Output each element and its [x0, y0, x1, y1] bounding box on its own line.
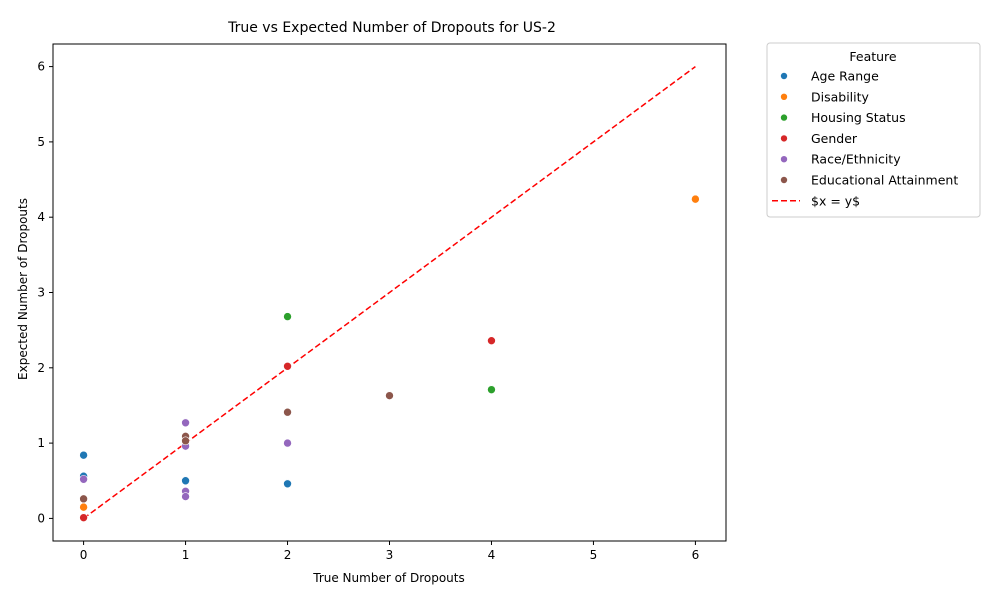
- x-axis-title: True Number of Dropouts: [312, 571, 464, 585]
- data-point: [79, 474, 88, 484]
- data-point: [79, 513, 88, 522]
- data-point: [181, 476, 190, 486]
- x-tick-label: 0: [80, 548, 88, 562]
- data-point: [181, 436, 190, 446]
- y-axis-title: Expected Number of Dropouts: [16, 198, 30, 380]
- legend: Feature Age Range Disability Housing Statu…: [766, 42, 981, 218]
- legend-entries: Age Range Disability Housing Status Gender R…: [772, 69, 958, 208]
- chart-title: True vs Expected Number of Dropouts for …: [227, 20, 556, 36]
- legend-marker: [780, 134, 788, 143]
- y-axis-ticks: 0 1 2 3 4 5 6: [37, 60, 53, 525]
- x-axis-ticks: 0 1 2 3 4 5 6: [80, 541, 699, 562]
- x-tick-label: 6: [692, 548, 700, 562]
- reference-line-x-equals-y: [83, 65, 696, 520]
- legend-label: $x = y$: [811, 193, 860, 208]
- reference-line-layer: [83, 65, 696, 520]
- data-point: [181, 418, 190, 428]
- legend-label: Gender: [811, 131, 858, 146]
- data-point: [487, 336, 496, 345]
- legend-marker: [780, 155, 788, 163]
- points-layer: [79, 194, 700, 522]
- legend-marker: [780, 113, 788, 122]
- data-point: [181, 492, 190, 501]
- data-point: [283, 438, 292, 448]
- y-tick-label: 1: [37, 436, 45, 450]
- data-point: [283, 312, 292, 321]
- legend-label: Disability: [811, 89, 870, 104]
- x-tick-label: 2: [284, 548, 292, 562]
- data-point: [691, 194, 700, 204]
- y-tick-label: 5: [37, 135, 45, 149]
- x-tick-label: 1: [182, 548, 190, 562]
- legend-marker: [780, 72, 788, 80]
- data-point: [283, 361, 292, 371]
- legend-label: Race/Ethnicity: [811, 152, 901, 167]
- x-tick-label: 5: [590, 548, 598, 562]
- y-tick-label: 6: [37, 60, 45, 74]
- plot-area: [52, 43, 727, 542]
- data-point: [79, 502, 88, 512]
- legend-label: Educational Attainment: [811, 173, 958, 188]
- data-point: [487, 385, 496, 394]
- legend-title: Feature: [849, 49, 897, 64]
- data-point: [385, 391, 394, 400]
- legend-label: Housing Status: [811, 110, 906, 125]
- legend-label: Age Range: [811, 69, 879, 84]
- legend-marker: [780, 93, 788, 101]
- x-tick-label: 3: [386, 548, 394, 562]
- data-point: [79, 494, 88, 504]
- x-tick-label: 4: [488, 548, 496, 562]
- data-point: [283, 479, 292, 489]
- legend-frame: [766, 42, 981, 218]
- y-tick-label: 4: [37, 210, 45, 224]
- data-point: [283, 407, 292, 417]
- y-tick-label: 2: [37, 361, 45, 375]
- data-point: [79, 450, 88, 460]
- y-tick-label: 3: [37, 286, 45, 300]
- y-tick-label: 0: [37, 511, 45, 525]
- legend-marker: [780, 176, 788, 184]
